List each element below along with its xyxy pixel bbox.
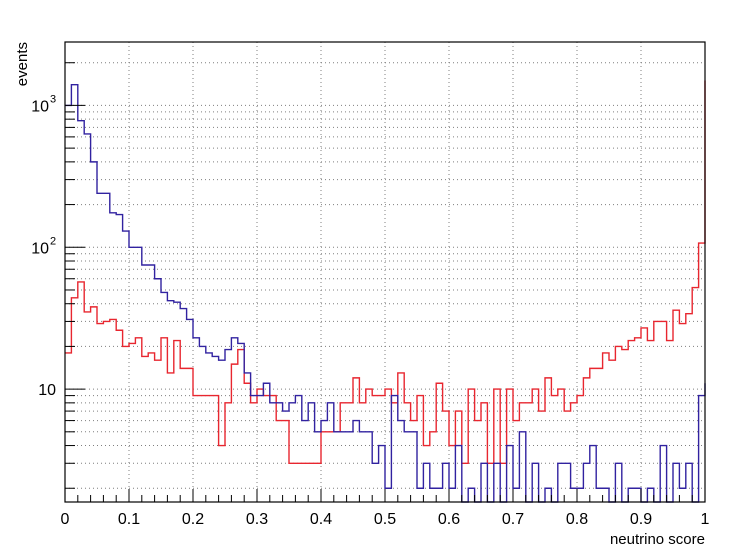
y-tick-label: 10	[38, 382, 56, 399]
grid-layer	[65, 42, 705, 502]
y-tick-exponent: 3	[50, 93, 56, 105]
x-tick-label: 1	[701, 511, 710, 528]
ticks-layer	[64, 62, 706, 502]
x-tick-label: 0.5	[374, 511, 396, 528]
y-tick-exponent: 2	[50, 235, 56, 247]
x-tick-label: 0.2	[182, 511, 204, 528]
histogram-series	[65, 84, 706, 503]
x-tick-label: 0.7	[502, 511, 524, 528]
y-tick-label: 10	[31, 240, 49, 257]
x-tick-label: 0.9	[630, 511, 652, 528]
x-tick-label: 0.4	[310, 511, 332, 528]
x-tick-label: 0	[61, 511, 70, 528]
x-tick-label: 0.3	[246, 511, 268, 528]
histogram-series	[65, 80, 706, 464]
x-axis-title: neutrino score	[610, 531, 705, 548]
series-layer	[65, 80, 706, 503]
y-tick-label: 10	[31, 98, 49, 115]
x-tick-label: 0.8	[566, 511, 588, 528]
y-axis-title: events	[14, 42, 31, 86]
x-tick-label: 0.6	[438, 511, 460, 528]
x-tick-label: 0.1	[118, 511, 140, 528]
